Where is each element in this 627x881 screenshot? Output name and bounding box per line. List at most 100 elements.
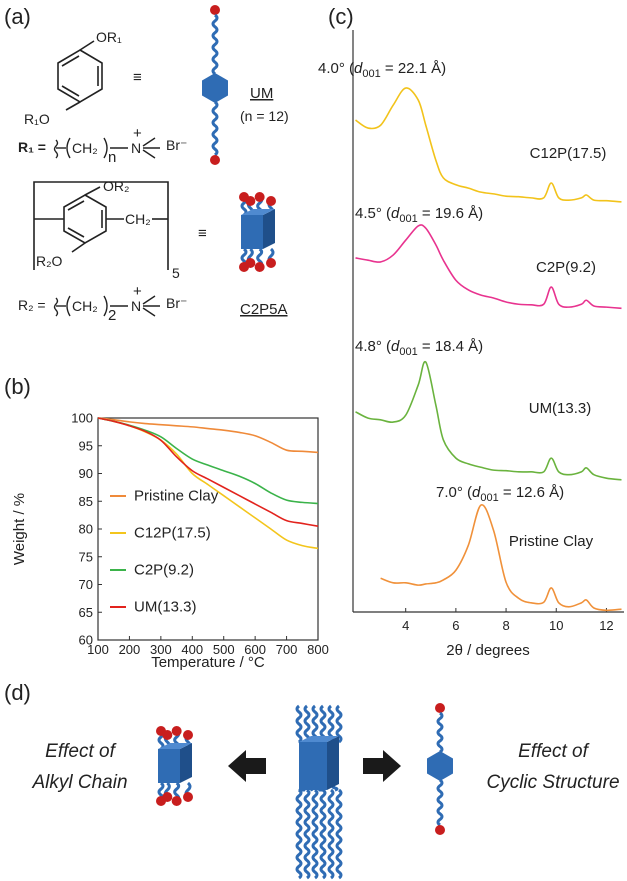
y-tick-label: 65 — [79, 605, 93, 620]
head-group — [171, 796, 182, 806]
x-tick-label: 200 — [119, 642, 141, 657]
y-tick-label: 95 — [79, 438, 93, 453]
head-group — [254, 262, 265, 272]
head-group — [435, 825, 445, 835]
x-tick-label: 4 — [402, 618, 409, 633]
head-group — [245, 258, 256, 268]
chain-unit: CH₂ — [72, 298, 98, 314]
pillar-front — [241, 215, 263, 249]
r-group-bonds — [53, 137, 160, 159]
pillar-side — [327, 736, 339, 790]
charge: + — [133, 125, 142, 142]
y-tick-label: 70 — [79, 577, 93, 592]
annotation: 7.0° (d001 = 12.6 Å) — [436, 484, 564, 504]
alkyl-chain — [211, 100, 219, 157]
legend-label: Pristine Clay — [134, 488, 219, 505]
annotation-symbol: d — [391, 205, 400, 222]
head-group — [162, 792, 173, 802]
series-label: UM(13.3) — [529, 400, 592, 417]
head-group — [266, 196, 276, 206]
pillar-side — [263, 209, 275, 249]
x-axis-label: Temperature / °C — [151, 654, 265, 671]
r-label: R₁ = — [18, 139, 46, 155]
molecule-name: UM — [250, 85, 273, 102]
annotation-subscript: 001 — [480, 492, 498, 504]
annotation-subscript: 001 — [399, 346, 417, 358]
y-tick-label: 90 — [79, 466, 93, 481]
alkyl-chain — [303, 704, 311, 744]
annotation-symbol: d — [391, 338, 400, 355]
alkyl-chain — [335, 788, 343, 880]
panel-label: (d) — [4, 680, 31, 705]
y-tick-label: 60 — [79, 633, 93, 648]
r-label: R₂ = — [18, 297, 46, 313]
series-label: C12P(17.5) — [530, 145, 607, 162]
alkyl-chain — [319, 788, 327, 880]
x-axis-label: 2θ / degrees — [446, 642, 529, 659]
data-line — [380, 504, 622, 612]
equivalence: ≡ — [133, 69, 142, 86]
x-tick-label: 300 — [150, 642, 172, 657]
annotation: 4.0° (d001 = 22.1 Å) — [318, 60, 446, 80]
effect-label: Effect of — [45, 741, 116, 762]
effect-label: Effect of — [518, 741, 589, 762]
substituent: OR₁ — [96, 29, 122, 45]
substituent: R₁O — [24, 111, 50, 127]
annotation-part: = 19.6 Å) — [418, 205, 483, 222]
alkyl-chain — [327, 788, 335, 880]
effect-label: Alkyl Chain — [31, 772, 127, 793]
annotation-part: = 18.4 Å) — [418, 338, 483, 355]
x-tick-label: 600 — [244, 642, 266, 657]
r-group-bonds — [53, 295, 160, 317]
arrow — [363, 750, 401, 782]
molecule-note: (n = 12) — [240, 108, 289, 124]
annotation-subscript: 001 — [399, 213, 417, 225]
hexagon-core — [427, 751, 453, 781]
x-tick-label: 12 — [599, 618, 613, 633]
head-group — [210, 155, 220, 165]
macrocycle-ring — [33, 181, 169, 270]
counterion: Br⁻ — [166, 137, 187, 153]
head-group — [435, 703, 445, 713]
pillar-front — [158, 749, 180, 783]
pillar-top — [158, 743, 192, 749]
panel-label: (b) — [4, 374, 31, 399]
repeat-count: 5 — [172, 265, 180, 281]
repeat-count: 2 — [108, 307, 116, 324]
data-line — [355, 224, 622, 310]
annotation-subscript: 001 — [362, 68, 380, 80]
x-tick-label: 700 — [276, 642, 298, 657]
molecule-name: C2P5A — [240, 301, 288, 318]
head-group — [171, 726, 182, 736]
x-tick-label: 100 — [87, 642, 109, 657]
y-tick-label: 100 — [71, 411, 93, 426]
annotation-part: = 22.1 Å) — [381, 60, 446, 77]
substituent: OR₂ — [103, 178, 129, 194]
x-tick-label: 8 — [502, 618, 509, 633]
annotation-part: 7.0° ( — [436, 484, 472, 501]
arrow — [228, 750, 266, 782]
head-group — [245, 196, 256, 206]
chain-unit: CH₂ — [72, 140, 98, 156]
panel-label: (a) — [4, 4, 31, 29]
y-tick-label: 85 — [79, 494, 93, 509]
annotation-symbol: d — [354, 60, 363, 77]
annotation-part: 4.8° ( — [355, 338, 391, 355]
legend-label: UM(13.3) — [134, 599, 197, 616]
alkyl-chain — [436, 711, 444, 754]
series-label: C2P(9.2) — [536, 259, 596, 276]
series-label: Pristine Clay — [509, 533, 594, 550]
x-tick-label: 800 — [307, 642, 329, 657]
y-axis-label: Weight / % — [11, 493, 28, 565]
alkyl-chain — [295, 704, 303, 744]
x-tick-label: 10 — [549, 618, 563, 633]
repeat-count: n — [108, 149, 116, 166]
annotation: 4.5° (d001 = 19.6 Å) — [355, 205, 483, 225]
counterion: Br⁻ — [166, 295, 187, 311]
charge: + — [133, 283, 142, 300]
data-line — [97, 417, 319, 528]
alkyl-chain — [303, 788, 311, 880]
substituent: R₂O — [36, 253, 63, 269]
head-group — [254, 192, 265, 202]
alkyl-chain — [295, 788, 303, 880]
